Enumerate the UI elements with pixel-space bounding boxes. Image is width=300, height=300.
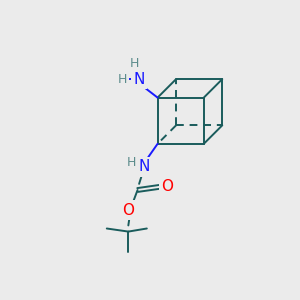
Text: N: N — [134, 72, 145, 87]
Text: H: H — [118, 73, 127, 85]
Text: N: N — [139, 159, 150, 174]
Text: H: H — [130, 57, 139, 70]
Text: O: O — [122, 202, 134, 217]
Text: H: H — [127, 156, 136, 169]
Text: O: O — [161, 179, 173, 194]
